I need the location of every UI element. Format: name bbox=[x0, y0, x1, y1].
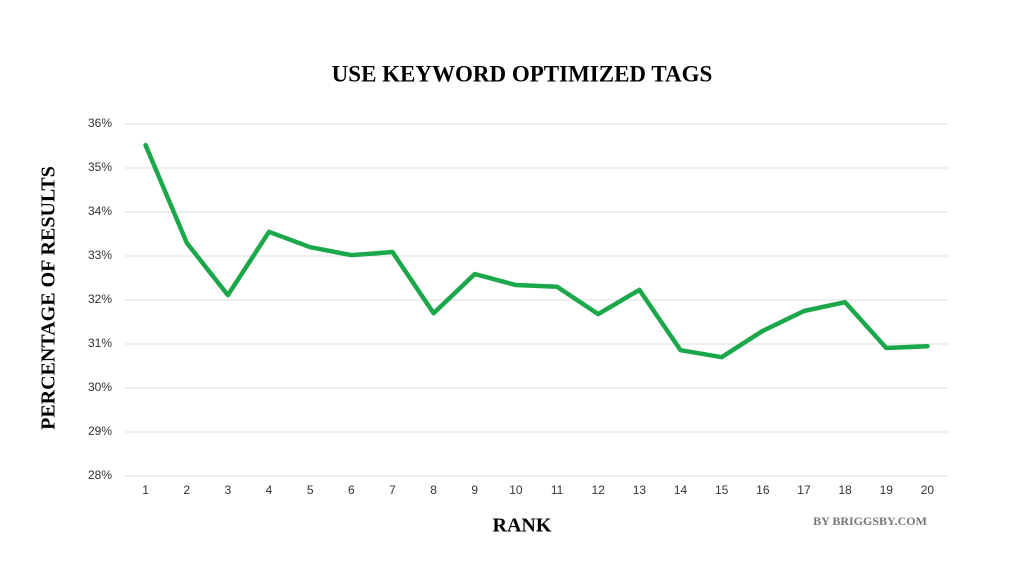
x-tick-label: 16 bbox=[756, 483, 770, 497]
x-tick-label: 4 bbox=[266, 483, 273, 497]
x-tick-label: 3 bbox=[225, 483, 232, 497]
x-tick-label: 11 bbox=[551, 483, 564, 497]
y-axis-label: PERCENTAGE OF RESULTS bbox=[38, 166, 60, 430]
x-axis-label: RANK bbox=[493, 515, 552, 537]
x-tick-label: 17 bbox=[797, 483, 811, 497]
y-tick-label: 36% bbox=[88, 116, 112, 130]
x-tick-label: 18 bbox=[838, 483, 852, 497]
x-tick-label: 19 bbox=[880, 483, 894, 497]
y-tick-label: 29% bbox=[88, 424, 112, 438]
x-tick-label: 5 bbox=[307, 483, 314, 497]
x-tick-label: 12 bbox=[592, 483, 606, 497]
y-tick-label: 30% bbox=[88, 380, 112, 394]
x-tick-label: 14 bbox=[674, 483, 688, 497]
y-tick-label: 31% bbox=[88, 336, 112, 350]
x-tick-label: 2 bbox=[183, 483, 190, 497]
x-tick-label: 15 bbox=[715, 483, 729, 497]
x-tick-label: 6 bbox=[348, 483, 355, 497]
y-tick-label: 35% bbox=[88, 160, 112, 174]
x-tick-label: 13 bbox=[633, 483, 647, 497]
x-tick-label: 20 bbox=[921, 483, 935, 497]
data-line bbox=[143, 142, 930, 360]
x-tick-label: 1 bbox=[142, 483, 149, 497]
y-tick-label: 33% bbox=[88, 248, 112, 262]
x-tick-label: 8 bbox=[430, 483, 437, 497]
chart-title: USE KEYWORD OPTIMIZED TAGS bbox=[332, 61, 713, 86]
y-tick-label: 32% bbox=[88, 292, 112, 306]
y-tick-label: 28% bbox=[88, 468, 112, 482]
x-tick-label: 9 bbox=[471, 483, 478, 497]
credit: BY BRIGGSBY.COM bbox=[813, 514, 927, 528]
x-tick-label: 7 bbox=[389, 483, 396, 497]
x-tick-label: 10 bbox=[509, 483, 523, 497]
y-tick-label: 34% bbox=[88, 204, 112, 218]
